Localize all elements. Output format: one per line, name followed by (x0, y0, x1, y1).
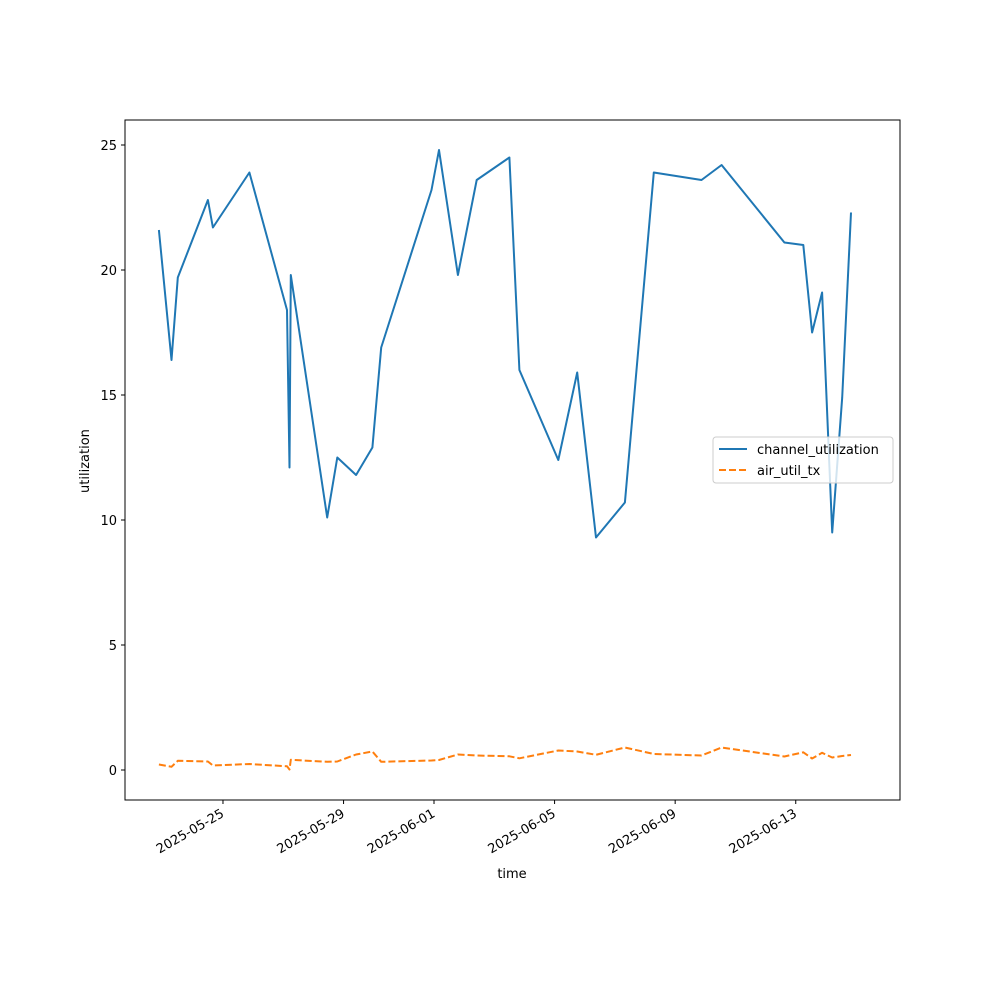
legend-label-air-util-tx: air_util_tx (757, 464, 821, 479)
y-tick-label: 5 (109, 639, 117, 654)
legend: channel_utilization air_util_tx (712, 436, 894, 484)
legend-box (712, 436, 894, 484)
legend-label-channel-utilization: channel_utilization (757, 443, 879, 458)
y-tick-label: 10 (100, 514, 117, 529)
y-axis-label: utilization (78, 429, 93, 493)
series-line-channel-utilization (157, 149, 852, 539)
y-tick-label: 0 (109, 764, 117, 779)
y-tick-label: 15 (100, 389, 117, 404)
y-tick-label: 25 (100, 139, 117, 154)
series-layer (157, 149, 852, 771)
plot-frame (124, 119, 901, 801)
y-tick-label: 20 (100, 264, 117, 279)
x-axis-label: time (497, 867, 526, 882)
series-line-air-util-tx (158, 746, 852, 771)
